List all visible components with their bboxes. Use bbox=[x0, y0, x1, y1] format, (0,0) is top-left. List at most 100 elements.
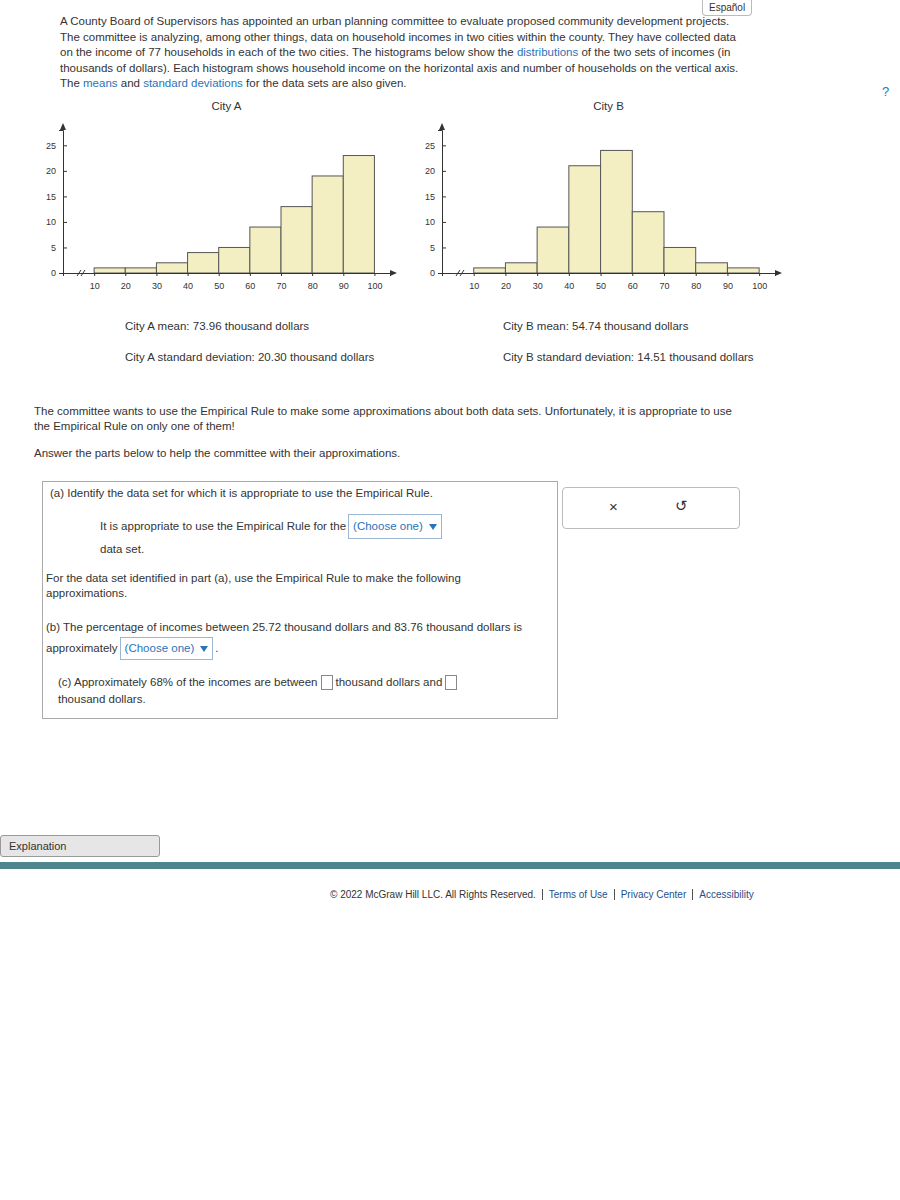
x-tick: 10 bbox=[90, 273, 100, 291]
y-tick-label: 5 bbox=[430, 243, 435, 253]
y-tick-mark bbox=[63, 222, 67, 223]
x-tick-mark bbox=[125, 273, 126, 276]
intro-link[interactable]: means bbox=[83, 77, 118, 89]
y-arrow bbox=[439, 123, 445, 130]
bar bbox=[474, 268, 506, 273]
y-axis: 0510152025 bbox=[425, 131, 446, 279]
x-tick-mark bbox=[696, 273, 697, 276]
y-tick-label: 10 bbox=[46, 217, 56, 227]
x-tick-label: 80 bbox=[308, 281, 318, 291]
footer-bar bbox=[0, 862, 900, 869]
select[interactable]: (Choose one) bbox=[120, 637, 214, 660]
undo-button[interactable]: ↺ bbox=[675, 497, 688, 515]
input-box[interactable] bbox=[321, 675, 333, 690]
y-tick-label: 25 bbox=[46, 141, 56, 151]
x-tick: 10 bbox=[469, 273, 479, 291]
bar bbox=[188, 253, 219, 273]
footer-link[interactable]: Accessibility bbox=[692, 889, 753, 900]
x-tick-label: 50 bbox=[214, 281, 224, 291]
select-text[interactable]: (Choose one) bbox=[353, 520, 423, 532]
footer-link[interactable]: Terms of Use bbox=[542, 889, 608, 900]
x-tick: 90 bbox=[723, 273, 733, 291]
x-tick: 30 bbox=[152, 273, 162, 291]
bar bbox=[569, 166, 601, 273]
x-axis: 102030405060708090100 bbox=[443, 273, 776, 291]
part-a-prompt: (a) Identify the data set for which it i… bbox=[50, 487, 550, 499]
bar bbox=[94, 268, 125, 273]
explanation-text[interactable]: Explanation bbox=[9, 840, 67, 852]
language-text[interactable]: Español bbox=[709, 2, 745, 13]
intro-link[interactable]: distributions bbox=[517, 46, 578, 58]
histogram: City B1020304050607080901000510152025 bbox=[390, 95, 810, 310]
chart-annotation: City A mean: 73.96 thousand dollars bbox=[125, 319, 380, 334]
x-tick-label: 60 bbox=[628, 281, 638, 291]
x-tick-label: 100 bbox=[752, 281, 767, 291]
x-tick: 70 bbox=[659, 273, 669, 291]
y-tick-mark bbox=[442, 171, 446, 172]
y-arrow bbox=[60, 123, 66, 130]
y-tick: 20 bbox=[46, 166, 67, 176]
intro-text: and bbox=[118, 77, 144, 89]
y-tick-mark bbox=[63, 171, 67, 172]
help-button: ? bbox=[882, 84, 889, 99]
x-tick-mark bbox=[343, 273, 344, 276]
x-tick-label: 90 bbox=[339, 281, 349, 291]
y-tick-label: 15 bbox=[425, 192, 435, 202]
select-text[interactable]: (Choose one) bbox=[125, 642, 195, 654]
y-tick-label: 20 bbox=[425, 166, 435, 176]
x-tick-label: 10 bbox=[90, 281, 100, 291]
x-tick-mark bbox=[759, 273, 760, 276]
y-tick: 10 bbox=[425, 217, 446, 227]
y-tick-mark bbox=[442, 222, 446, 223]
bar bbox=[219, 247, 250, 273]
part-b: (b) The percentage of incomes between 25… bbox=[46, 618, 546, 660]
y-tick: 20 bbox=[425, 166, 446, 176]
y-tick-mark bbox=[63, 273, 67, 274]
instructions-text: For the data set identified in part (a),… bbox=[46, 572, 461, 599]
intro-link[interactable]: standard deviations bbox=[143, 77, 243, 89]
x-tick-mark bbox=[374, 273, 375, 276]
x-tick-mark bbox=[219, 273, 220, 276]
bar bbox=[601, 150, 633, 273]
input-box[interactable] bbox=[445, 675, 457, 690]
x-tick: 20 bbox=[501, 273, 511, 291]
x-arrow bbox=[390, 270, 397, 276]
x-tick-label: 40 bbox=[183, 281, 193, 291]
select-arrow[interactable] bbox=[200, 646, 208, 652]
y-tick-mark bbox=[442, 273, 446, 274]
footer: © 2022 McGraw Hill LLC. All Rights Reser… bbox=[330, 889, 890, 900]
x-tick-mark bbox=[474, 273, 475, 276]
select[interactable]: (Choose one) bbox=[348, 514, 442, 539]
y-tick-label: 15 bbox=[46, 192, 56, 202]
x-tick-label: 50 bbox=[596, 281, 606, 291]
answer-text: . bbox=[215, 642, 218, 654]
bar bbox=[156, 263, 187, 273]
bar bbox=[281, 207, 312, 273]
clear-button[interactable]: × bbox=[609, 498, 618, 515]
answer-text: (c) Approximately 68% of the incomes are… bbox=[58, 676, 318, 688]
x-arrow bbox=[775, 270, 782, 276]
x-tick-label: 40 bbox=[564, 281, 574, 291]
select-arrow[interactable] bbox=[429, 524, 437, 530]
bars bbox=[474, 150, 759, 273]
x-tick-mark bbox=[505, 273, 506, 276]
footer-link[interactable]: Privacy Center bbox=[614, 889, 687, 900]
x-tick: 50 bbox=[214, 273, 224, 291]
bar bbox=[632, 212, 664, 273]
help-text[interactable]: ? bbox=[882, 84, 889, 99]
x-tick-mark bbox=[188, 273, 189, 276]
y-tick: 15 bbox=[46, 192, 67, 202]
x-tick: 40 bbox=[183, 273, 193, 291]
x-tick: 30 bbox=[533, 273, 543, 291]
answer-text: data set. bbox=[100, 543, 144, 555]
chart-title: City B bbox=[593, 100, 624, 112]
y-axis-line bbox=[59, 131, 64, 274]
bar bbox=[727, 268, 759, 273]
annotation-text: City A standard deviation: 20.30 thousan… bbox=[125, 351, 374, 363]
y-tick: 25 bbox=[46, 141, 67, 151]
annotation-text: City B mean: 54.74 thousand dollars bbox=[503, 320, 688, 332]
instructions: For the data set identified in part (a),… bbox=[46, 571, 536, 601]
bar bbox=[505, 263, 537, 273]
y-axis-line bbox=[438, 131, 443, 274]
x-tick-mark bbox=[601, 273, 602, 276]
